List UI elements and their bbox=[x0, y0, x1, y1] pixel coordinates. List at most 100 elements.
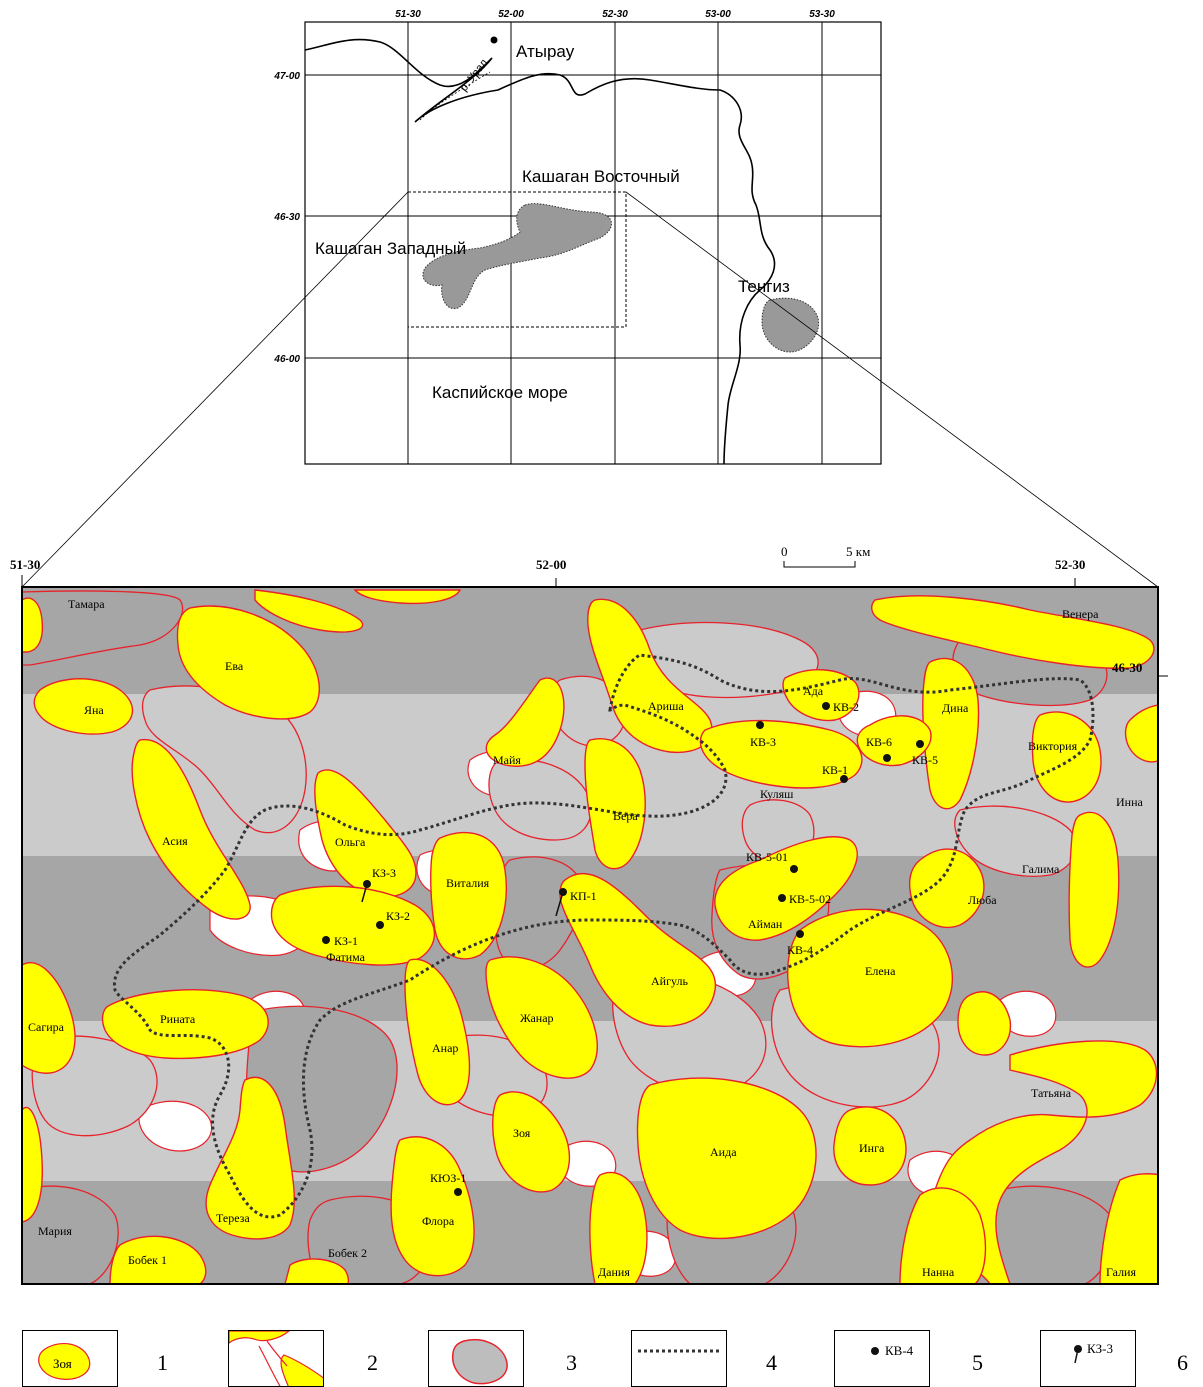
kashagan-field bbox=[422, 203, 612, 310]
label-tereza: Тереза bbox=[216, 1211, 250, 1225]
label-asiya: Асия bbox=[162, 834, 188, 848]
ural-river bbox=[419, 71, 491, 121]
well-kyuz1-dot bbox=[454, 1188, 462, 1196]
label-kv3: КВ-3 bbox=[750, 735, 776, 749]
well-kv3-dot bbox=[756, 721, 764, 729]
label-daniya: Дания bbox=[598, 1265, 630, 1279]
legend-sample-4 bbox=[631, 1330, 727, 1387]
label-kz2: КЗ-2 bbox=[386, 909, 410, 923]
ov-lon-tick: 52-30 bbox=[602, 9, 628, 20]
well-kv4-dot bbox=[796, 930, 804, 938]
legend-num: 5 bbox=[972, 1350, 983, 1375]
label-inna: Инна bbox=[1116, 795, 1144, 809]
label-kv6: КВ-6 bbox=[866, 735, 892, 749]
dt-lon-tick: 51-30 bbox=[10, 557, 40, 572]
ov-lat-tick: 46-30 bbox=[273, 212, 300, 223]
label-ayman: Айман bbox=[748, 917, 783, 931]
label-viktoriya: Виктория bbox=[1028, 739, 1078, 753]
label-aida: Аида bbox=[710, 1145, 737, 1159]
label-kz1: КЗ-1 bbox=[334, 934, 358, 948]
label-kulyash: Куляш bbox=[760, 787, 794, 801]
deviated-wells bbox=[361, 880, 567, 917]
yellow-structures bbox=[22, 589, 1158, 1284]
label-kp1: КП-1 bbox=[570, 889, 597, 903]
label-venera: Венера bbox=[1062, 607, 1099, 621]
dotted-contours bbox=[113, 653, 1095, 1219]
legend-sample-6: КЗ-3 bbox=[1040, 1330, 1136, 1387]
label-bobek1: Бобек 1 bbox=[128, 1253, 167, 1267]
well-kv2-dot bbox=[822, 702, 830, 710]
label-eva: Ева bbox=[225, 659, 244, 673]
label-zhanar: Жанар bbox=[520, 1011, 554, 1025]
label-kv1: КВ-1 bbox=[822, 763, 848, 777]
connector-right bbox=[625, 191, 1159, 588]
inset-box bbox=[407, 191, 627, 328]
coastline bbox=[304, 38, 776, 465]
legend-num: 1 bbox=[157, 1350, 168, 1375]
label-inga: Инга bbox=[859, 1141, 885, 1155]
label-vitaliya: Виталия bbox=[446, 876, 490, 890]
label-arisha: Ариша bbox=[648, 699, 684, 713]
label-mariya: Мария bbox=[38, 1224, 72, 1238]
structure-labels: Тамара Ева Яна Майя Ариша Ада Дина Венер… bbox=[28, 597, 1144, 1279]
label-sagira: Сагира bbox=[28, 1020, 65, 1034]
label-kv501: КВ-5-01 bbox=[746, 850, 788, 864]
label-elena: Елена bbox=[865, 964, 896, 978]
well-kv501-dot bbox=[790, 865, 798, 873]
dt-lon-tick: 52-00 bbox=[536, 557, 566, 572]
overview-grid bbox=[305, 22, 881, 464]
kashagan-west-label: Кашаган Западный bbox=[315, 239, 466, 258]
ov-lon-tick: 53-00 bbox=[705, 9, 731, 20]
label-tamara: Тамара bbox=[68, 597, 105, 611]
legend-sample-1: Зоя bbox=[22, 1330, 118, 1387]
scale-bar: 0 5 км bbox=[781, 544, 870, 568]
atyrau-label: Атырау bbox=[516, 42, 575, 61]
label-galima: Галима bbox=[1022, 862, 1060, 876]
atyrau-dot bbox=[490, 36, 498, 44]
well-kv6-dot bbox=[883, 754, 891, 762]
scale-km: 5 км bbox=[846, 544, 870, 559]
label-aygul: Айгуль bbox=[651, 974, 688, 988]
legend-num: 4 bbox=[766, 1350, 777, 1375]
ov-lon-tick: 52-00 bbox=[498, 9, 524, 20]
label-kz3: КЗ-3 bbox=[372, 866, 396, 880]
label-nanna: Нанна bbox=[922, 1265, 955, 1279]
label-galiya: Галия bbox=[1106, 1265, 1136, 1279]
legend-sample-2 bbox=[228, 1330, 324, 1387]
label-kv5: КВ-5 bbox=[912, 753, 938, 767]
kashagan-east-label: Кашаган Восточный bbox=[522, 167, 680, 186]
well-labels: КВ-2 КВ-3 КВ-6 КВ-5 КВ-1 КВ-5-01 КВ-5-02… bbox=[334, 700, 938, 1185]
well-kv5-dot bbox=[916, 740, 924, 748]
label-tatyana: Татьяна bbox=[1031, 1086, 1072, 1100]
label-bobek2: Бобек 2 bbox=[328, 1246, 367, 1260]
legend-zoya: Зоя bbox=[53, 1356, 72, 1371]
label-zoya: Зоя bbox=[513, 1126, 531, 1140]
label-anar: Анар bbox=[432, 1041, 458, 1055]
label-kyuz1: КЮЗ-1 bbox=[430, 1171, 466, 1185]
label-yana: Яна bbox=[84, 703, 104, 717]
legend-num: 6 bbox=[1177, 1350, 1188, 1375]
label-flora: Флора bbox=[422, 1214, 455, 1228]
ov-lon-tick: 53-30 bbox=[809, 9, 835, 20]
overview-frame bbox=[304, 21, 882, 465]
wells bbox=[322, 702, 924, 1196]
connector-left bbox=[21, 191, 409, 588]
legend-kv4: КВ-4 bbox=[885, 1343, 914, 1358]
label-vera: Вера bbox=[613, 809, 638, 823]
dt-lon-tick: 52-30 bbox=[1055, 557, 1085, 572]
legend-num: 2 bbox=[367, 1350, 378, 1375]
well-kz1-dot bbox=[322, 936, 330, 944]
well-kz2-dot bbox=[376, 921, 384, 929]
label-mayya: Майя bbox=[493, 753, 521, 767]
label-olga: Ольга bbox=[335, 835, 366, 849]
label-fatima: Фатима bbox=[326, 950, 366, 964]
legend-num: 3 bbox=[566, 1350, 577, 1375]
legend-sample-5: КВ-4 bbox=[834, 1330, 930, 1387]
legend-sample-3 bbox=[428, 1330, 524, 1387]
ov-lat-tick: 47-00 bbox=[273, 71, 300, 82]
scale-zero: 0 bbox=[781, 544, 788, 559]
label-rinata: Рината bbox=[160, 1012, 196, 1026]
dt-lat-tick: 46-30 bbox=[1112, 660, 1142, 675]
tengiz-label: Тенгиз bbox=[738, 277, 790, 296]
